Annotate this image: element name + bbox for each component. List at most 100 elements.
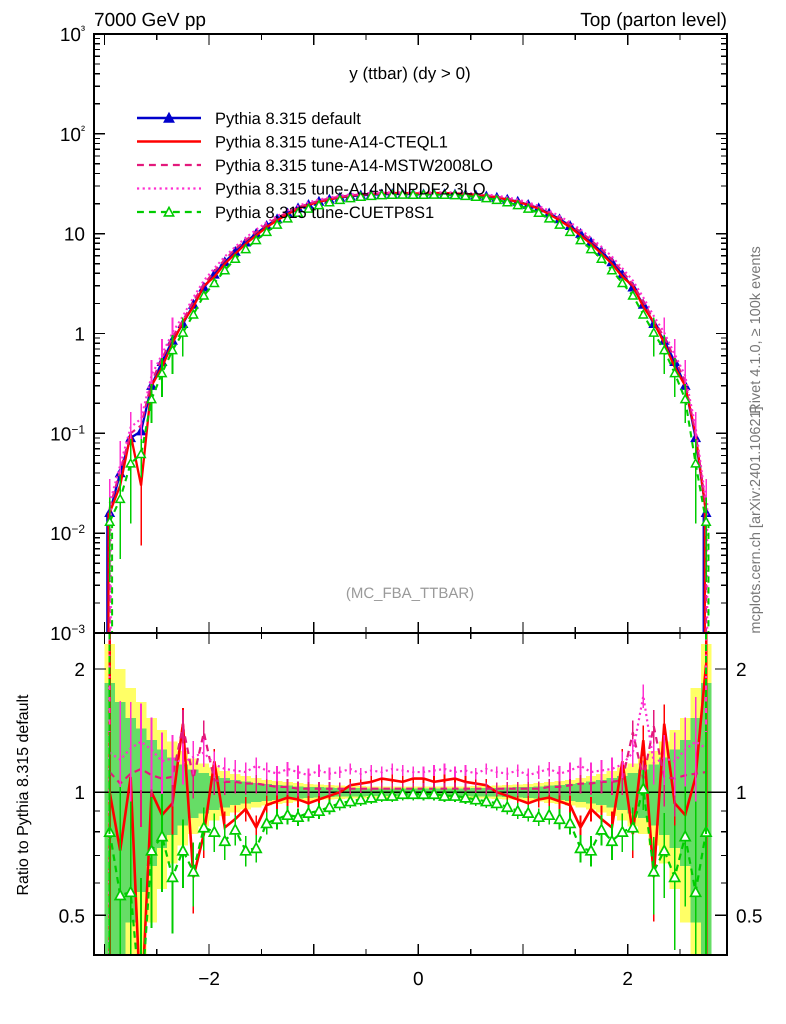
ratio-data-marker xyxy=(207,825,221,837)
data-marker xyxy=(564,226,576,237)
data-marker xyxy=(386,189,398,200)
ratio-panel: 0.5 0.5 1 1 2 2 −2 0 2 xyxy=(59,632,762,990)
ratio-data-marker xyxy=(406,787,420,800)
main-series-line xyxy=(108,192,708,508)
ratio-data-marker xyxy=(260,816,274,829)
ratio-data-marker xyxy=(490,796,504,809)
data-marker xyxy=(459,190,471,201)
data-marker xyxy=(208,277,220,288)
legend-label-3: Pythia 8.315 tune-A14-NNPDF2.3LO xyxy=(215,181,486,199)
ratio-panel-frame xyxy=(93,632,728,956)
data-marker xyxy=(282,212,294,223)
data-marker xyxy=(648,326,660,337)
ratio-data-marker xyxy=(615,825,629,837)
ratio-series-line xyxy=(108,788,708,955)
data-marker xyxy=(397,188,409,199)
data-marker xyxy=(125,457,137,468)
ratio-data-marker xyxy=(459,790,472,803)
ratio-data-marker xyxy=(291,810,305,823)
data-marker xyxy=(428,188,440,199)
ratio-data-marker xyxy=(228,822,242,835)
ratio-data-marker xyxy=(521,806,535,819)
data-marker xyxy=(449,189,461,200)
data-marker xyxy=(585,243,597,254)
data-marker xyxy=(407,189,419,200)
ratio-data-marker xyxy=(563,816,577,829)
ratio-data-marker xyxy=(270,812,284,825)
data-marker xyxy=(365,190,377,201)
ratio-data-marker xyxy=(249,841,263,854)
ratio-data-marker xyxy=(668,870,682,883)
ratio-data-marker xyxy=(322,800,336,813)
y-tick-label: 10−2 xyxy=(50,522,85,545)
uncertainty-band-inner xyxy=(104,682,712,955)
data-marker xyxy=(334,194,346,205)
ratio-y-tick-label: 0.5 xyxy=(59,906,85,927)
ratio-data-marker xyxy=(574,841,587,854)
data-marker xyxy=(344,192,356,203)
data-marker xyxy=(303,202,314,213)
ratio-data-marker xyxy=(218,834,232,847)
ratio-data-marker xyxy=(333,796,347,809)
ratio-data-marker xyxy=(636,781,650,794)
data-marker xyxy=(669,367,681,378)
ratio-data-marker xyxy=(542,808,556,821)
legend-label-2: Pythia 8.315 tune-A14-MSTW2008LO xyxy=(215,157,493,175)
ratio-data-marker xyxy=(438,789,451,801)
ratio-data-marker xyxy=(678,829,692,842)
data-marker xyxy=(512,199,524,210)
data-marker xyxy=(627,289,639,300)
ratio-data-marker xyxy=(532,810,546,823)
legend-label-4: Pythia 8.315 tune-CUETP8S1 xyxy=(215,204,434,222)
ratio-y-tick-label: 2 xyxy=(74,660,85,681)
data-marker xyxy=(167,344,178,355)
legend: Pythia 8.315 default Pythia 8.315 tune-A1… xyxy=(137,110,493,222)
data-marker xyxy=(146,393,158,404)
data-marker xyxy=(376,189,388,200)
data-marker xyxy=(355,191,367,202)
main-series-line xyxy=(108,191,708,504)
ratio-data-marker xyxy=(145,843,158,856)
ratio-data-marker xyxy=(385,789,399,801)
data-marker xyxy=(575,234,586,245)
data-marker xyxy=(637,308,649,319)
y-tick-label: 10 xyxy=(64,225,85,246)
data-marker xyxy=(439,189,450,200)
main-series-line xyxy=(108,192,708,514)
x-tick-label: 0 xyxy=(413,969,424,990)
data-marker xyxy=(543,212,555,223)
data-marker xyxy=(261,226,273,237)
data-marker xyxy=(616,277,628,288)
ratio-y-tick-label-right: 0.5 xyxy=(736,906,762,927)
ratio-data-marker xyxy=(657,843,671,856)
data-marker xyxy=(198,289,210,300)
data-marker xyxy=(177,326,189,337)
data-marker xyxy=(135,448,147,459)
data-marker xyxy=(219,264,231,275)
data-marker xyxy=(700,516,712,526)
ratio-data-marker xyxy=(479,794,493,807)
side-label-mcplots-arxiv: mcplots.cern.ch [arXiv:2401.10621] xyxy=(748,406,764,633)
ratio-data-marker xyxy=(155,829,169,842)
main-panel-frame xyxy=(93,33,728,634)
data-marker xyxy=(491,194,503,205)
ratio-data-marker xyxy=(500,800,514,813)
ratio-data-marker xyxy=(343,794,357,807)
ratio-data-marker xyxy=(626,820,640,833)
legend-marker-4 xyxy=(163,205,175,217)
main-panel: 10−3 10−2 10−1 1 10 10² 10³ xyxy=(50,23,728,645)
data-marker xyxy=(690,457,702,468)
analysis-watermark: (MC_FBA_TTBAR) xyxy=(346,585,474,602)
main-series-line xyxy=(108,191,708,514)
data-marker xyxy=(658,344,670,355)
ratio-data-marker xyxy=(448,789,462,801)
ratio-data-marker xyxy=(176,843,190,856)
ratio-data-marker xyxy=(605,834,619,847)
data-marker xyxy=(323,196,335,207)
ratio-y-tick-label: 1 xyxy=(74,783,85,804)
ratio-data-marker xyxy=(427,787,441,800)
ratio-data-marker xyxy=(239,843,253,856)
ratio-data-marker xyxy=(364,790,378,803)
